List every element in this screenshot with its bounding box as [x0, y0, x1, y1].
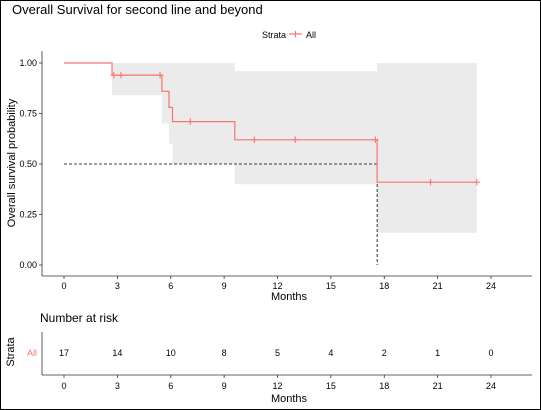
legend-key-censor-mark	[292, 30, 299, 38]
censor-mark-0	[110, 71, 118, 79]
x-tick-label: 24	[486, 281, 496, 291]
y-tick-label: 0.00	[19, 260, 37, 270]
risk-x-tick-label: 9	[222, 381, 227, 391]
risk-count-18: 2	[382, 348, 387, 358]
risk-x-tick-label: 15	[326, 381, 336, 391]
risk-x-tick-label: 0	[61, 381, 66, 391]
risk-x-tick-label: 18	[379, 381, 389, 391]
legend-title: Strata	[262, 30, 286, 40]
censor-mark-1	[117, 71, 125, 79]
censor-mark-4	[251, 136, 258, 143]
y-axis-ticks: 0.00 0.25 0.50 0.75 1.00	[19, 58, 42, 270]
risk-x-tick-label: 24	[486, 381, 496, 391]
risk-row-label-all: All	[27, 348, 37, 358]
censor-mark-8	[473, 178, 480, 186]
censor-mark-5	[292, 136, 299, 143]
x-axis-title: Months	[271, 291, 308, 303]
risk-counts: 17 14 10 8 5 4 2 1 0	[59, 348, 494, 358]
risk-count-24: 0	[488, 348, 493, 358]
risk-count-0: 17	[59, 348, 69, 358]
y-tick-label: 0.25	[19, 210, 37, 220]
x-tick-label: 0	[61, 281, 66, 291]
x-tick-label: 18	[379, 281, 389, 291]
censor-mark-3	[187, 118, 194, 125]
y-axis-title: Overall survival probability	[6, 98, 18, 227]
risk-count-9: 8	[222, 348, 227, 358]
risk-count-21: 1	[435, 348, 440, 358]
x-tick-label: 21	[433, 281, 443, 291]
y-tick-label: 1.00	[19, 58, 37, 68]
x-axis-ticks: 0 3 6 9 12 15 18 21 24	[61, 276, 496, 291]
confidence-band-layer	[64, 63, 477, 233]
risk-count-12: 5	[275, 348, 280, 358]
risk-count-3: 14	[112, 348, 122, 358]
risk-x-tick-label: 6	[168, 381, 173, 391]
risk-table-x-title: Months	[271, 393, 308, 405]
confidence-band	[64, 63, 477, 233]
risk-x-tick-label: 3	[115, 381, 120, 391]
risk-x-tick-label: 12	[272, 381, 282, 391]
x-tick-label: 15	[326, 281, 336, 291]
risk-count-15: 4	[328, 348, 333, 358]
risk-count-6: 10	[166, 348, 176, 358]
y-tick-label: 0.50	[19, 159, 37, 169]
x-tick-label: 9	[222, 281, 227, 291]
risk-table-y-title: Strata	[5, 336, 17, 366]
x-tick-label: 6	[168, 281, 173, 291]
censor-mark-6	[372, 136, 379, 143]
risk-x-tick-label: 21	[433, 381, 443, 391]
chart-title: Overall Survival for second line and bey…	[12, 2, 263, 17]
legend-censor-cross	[292, 30, 299, 38]
risk-table-title: Number at risk	[40, 311, 119, 325]
censor-marks-layer	[110, 71, 480, 186]
censor-mark-7	[427, 178, 434, 186]
y-tick-label: 0.75	[19, 109, 37, 119]
x-tick-label: 3	[115, 281, 120, 291]
legend-entry-all: All	[306, 30, 316, 40]
risk-table-x-ticks: 0 3 6 9 12 15 18 21 24	[61, 375, 496, 391]
censor-mark-2	[156, 71, 164, 79]
x-tick-label: 12	[272, 281, 282, 291]
